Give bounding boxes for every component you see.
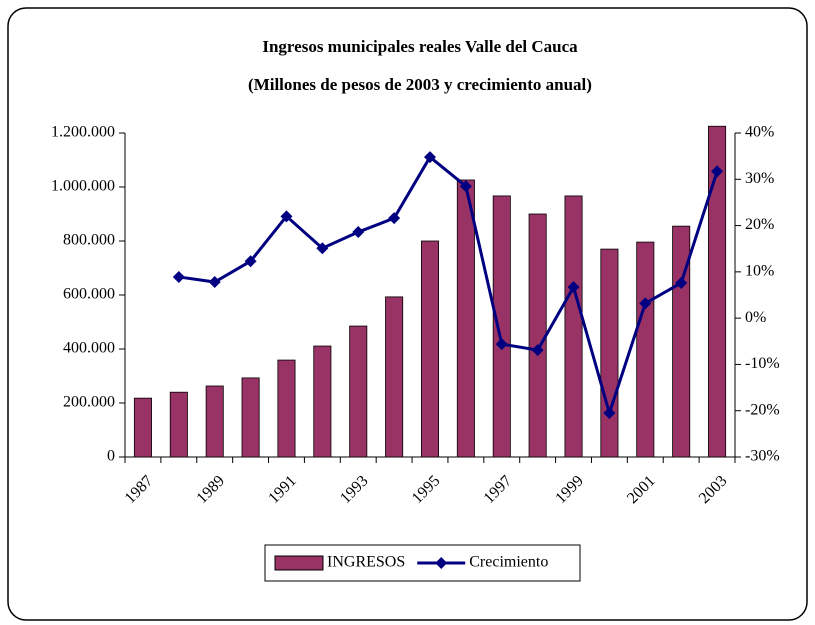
marker — [639, 297, 652, 310]
y-tick-label: 1.000.000 — [51, 178, 115, 195]
bar — [385, 296, 404, 458]
y2-tick-label: 30% — [745, 170, 774, 187]
y2-tick-label: -10% — [745, 355, 780, 372]
bar — [564, 195, 583, 458]
y-tick-label: 0 — [107, 448, 115, 465]
marker — [280, 210, 293, 223]
bar — [277, 359, 296, 458]
bar — [133, 397, 152, 458]
bar — [528, 213, 547, 458]
bar — [313, 345, 332, 458]
marker — [459, 180, 472, 193]
marker — [172, 270, 185, 283]
y2-tick-label: 0% — [745, 309, 766, 326]
marker — [388, 212, 401, 225]
line — [178, 154, 719, 419]
bar — [636, 241, 655, 458]
y-tick-label: 400.000 — [63, 340, 115, 357]
legend-marker — [435, 557, 448, 569]
legend-label: Crecimiento — [469, 554, 548, 571]
y2-tick-label: 20% — [745, 216, 774, 233]
marker — [244, 255, 257, 268]
y2-tick-label: -30% — [745, 448, 780, 465]
y2-tick-label: -20% — [745, 401, 780, 418]
bar — [600, 248, 619, 458]
marker — [316, 242, 329, 255]
bar — [492, 195, 511, 458]
chart-frame — [7, 7, 808, 621]
marker — [711, 165, 724, 178]
legend-swatch — [274, 555, 324, 571]
chart-subtitle: (Millones de pesos de 2003 y crecimiento… — [248, 75, 592, 94]
marker — [424, 151, 436, 164]
y-tick-label: 1.200.000 — [51, 124, 115, 141]
bar — [205, 385, 224, 458]
chart-title: Ingresos municipales reales Valle del Ca… — [262, 37, 578, 56]
marker — [675, 276, 688, 289]
y2-tick-label: 10% — [745, 263, 774, 280]
bar — [708, 125, 727, 458]
y-tick-label: 600.000 — [63, 286, 115, 303]
y-tick-label: 800.000 — [63, 232, 115, 249]
y2-tick-label: 40% — [745, 124, 774, 141]
marker — [567, 281, 580, 294]
y-tick-label: 200.000 — [63, 394, 115, 411]
marker — [495, 338, 508, 351]
legend-label: INGRESOS — [327, 554, 405, 571]
bar — [349, 325, 368, 458]
marker — [352, 226, 365, 239]
bar — [420, 240, 440, 458]
marker — [531, 344, 544, 357]
bar — [241, 377, 260, 458]
marker — [603, 407, 616, 420]
bar — [456, 179, 475, 458]
bar — [169, 391, 188, 458]
marker — [208, 276, 221, 289]
